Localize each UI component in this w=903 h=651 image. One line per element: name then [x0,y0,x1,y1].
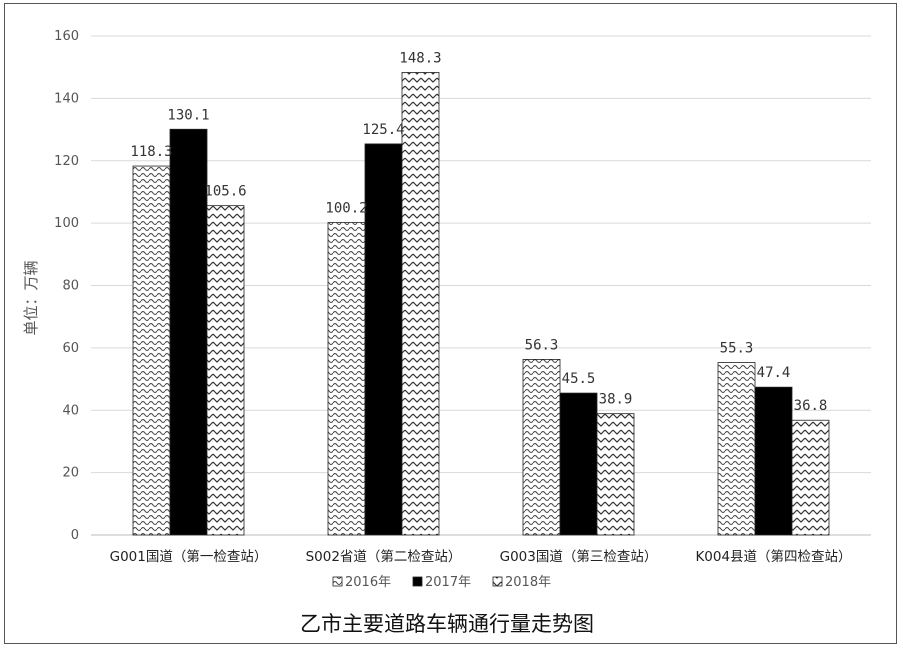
legend-swatch [412,576,423,587]
y-tick-label: 0 [71,528,79,543]
y-tick-label: 80 [62,279,79,294]
bar-value-label: 148.3 [399,50,441,66]
y-tick-label: 40 [62,403,79,418]
y-axis-label: 单位：万辆 [22,260,40,335]
bar-2016年-3 [717,362,756,536]
legend-swatch [332,576,343,587]
bar-value-label: 105.6 [204,184,246,200]
y-tick-label: 100 [54,216,79,231]
y-tick-label: 60 [62,341,79,356]
bar-value-label: 36.8 [794,398,828,414]
bar-2018年-1 [401,72,440,536]
bar-2017年-0 [169,128,208,536]
bar-value-label: 125.4 [362,122,404,138]
bar-2016年-2 [522,359,561,536]
bar-value-label: 55.3 [720,341,754,357]
legend-swatch [492,576,503,587]
bar-2017年-2 [559,392,598,536]
legend-label: 2016年 [345,575,391,590]
x-category-label: G003国道（第三检查站） [500,548,658,565]
bar-2016年-0 [132,165,171,536]
y-tick-label: 20 [62,466,79,481]
y-tick-label: 120 [54,154,79,169]
bar-value-label: 45.5 [562,371,596,387]
bar-value-label: 100.2 [325,201,367,217]
bar-value-label: 47.4 [757,365,791,381]
legend-label: 2017年 [425,575,471,590]
bar-2018年-2 [596,413,635,536]
x-category-label: K004县道（第四检查站） [695,548,851,565]
y-tick-label: 160 [54,29,79,44]
bar-value-label: 118.3 [130,144,172,160]
x-category-label: G001国道（第一检查站） [110,548,268,565]
bar-2017年-1 [364,143,403,536]
x-category-label: S002省道（第二检查站） [306,548,462,565]
y-axis-ticks: 0 20 40 60 80 100 120 140 160 [54,29,79,543]
bar-2018年-3 [791,419,830,536]
chart-frame: 0 20 40 60 80 100 120 140 160 118.3 130.1 105.6 100… [4,3,897,644]
bar-value-label: 56.3 [525,337,559,353]
bar-value-label: 38.9 [599,392,633,408]
bar-2018年-0 [206,205,245,536]
y-tick-label: 140 [54,91,79,106]
legend: 2016年 2017年 2018年 [332,575,551,590]
bar-2016年-1 [327,222,366,536]
bar-data-labels: 118.3 130.1 105.6 100.2 125.4 148.3 56.3 45.538… [130,50,827,414]
bar-value-label: 130.1 [167,107,209,123]
bar-2017年-3 [754,386,793,536]
bars [132,72,830,536]
chart-title: 乙市主要道路车辆通行量走势图 [300,612,594,636]
x-axis-categories: G001国道（第一检查站） S002省道（第二检查站） G003国道（第三检查站） K… [110,548,852,565]
legend-label: 2018年 [505,575,551,590]
bar-chart: 0 20 40 60 80 100 120 140 160 118.3 130.1 105.6 100… [22,29,871,636]
